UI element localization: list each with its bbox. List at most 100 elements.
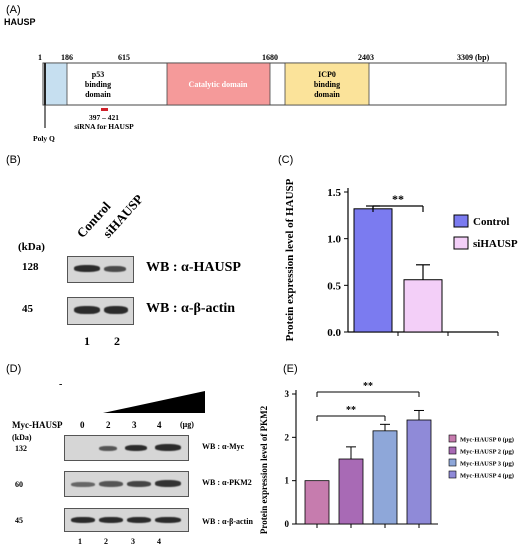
- band-actin-lane2: [104, 306, 128, 314]
- marker-45-b: 45: [22, 303, 33, 315]
- panel-c-label: (C): [278, 154, 294, 166]
- chart-c-legend-label: siHAUSP: [473, 238, 518, 250]
- panel-a-label: (A): [6, 4, 21, 16]
- icp0-label-1: ICP0: [318, 70, 336, 79]
- panel-b-label: (B): [6, 154, 21, 166]
- wb-actin-label: WB : α-β-actin: [146, 301, 236, 316]
- catalytic-domain-label: Catalytic domain: [189, 80, 248, 89]
- lane-d-4: 4: [157, 537, 161, 546]
- chart-e-tick-label: 3: [285, 389, 290, 399]
- chart-c: Protein expression level of HAUSP 0.0 0.5…: [284, 178, 518, 341]
- protein-name: HAUSP: [4, 17, 36, 27]
- dose-wedge: [103, 391, 205, 413]
- chart-c-tick-label: 0.0: [327, 327, 341, 339]
- dose-2: 2: [106, 420, 111, 430]
- band-pkm2-lane1: [71, 482, 95, 487]
- pos-2403: 2403: [358, 53, 374, 62]
- panel-e-label: (E): [283, 363, 298, 375]
- blot-hausp: [67, 256, 134, 283]
- chart-e-legend-label: Myc-HAUSP 0 (μg): [460, 437, 514, 444]
- band-pkm2-lane4: [155, 480, 181, 487]
- blot-actin-d: [64, 508, 189, 532]
- chart-e-bar: [304, 480, 330, 525]
- band-myc-lane3: [125, 445, 147, 451]
- chart-e: Protein expression level of PKM2 0 1 2 3 **…: [259, 381, 514, 534]
- p53-domain-label-3: domain: [85, 90, 111, 99]
- pos-186: 186: [61, 53, 73, 62]
- marker-128: 128: [22, 261, 39, 273]
- pos-3309: 3309 (bp): [457, 53, 490, 62]
- band-actin-lane1: [74, 306, 100, 314]
- chart-e-legend-swatch: [448, 434, 457, 443]
- chart-e-bar: [372, 430, 398, 525]
- chart-e-legend-swatch: [448, 458, 457, 467]
- chart-c-tick-label: 0.5: [327, 280, 341, 292]
- kda-label-d: (kDa): [12, 433, 32, 442]
- wb-actin-d-label: WB : α-β-actin: [202, 517, 253, 526]
- p53-domain-label-1: p53: [92, 70, 104, 79]
- blot-myc: [64, 435, 189, 461]
- icp0-domain: [284, 62, 370, 106]
- kda-label-b: (kDa): [18, 241, 45, 253]
- chart-e-ylabel: Protein expression level of PKM2: [259, 405, 269, 534]
- p53-domain-label-2: binding: [85, 80, 111, 89]
- band-actin-d-lane1: [71, 517, 95, 523]
- chart-e-legend-label: Myc-HAUSP 2 (μg): [460, 449, 514, 456]
- lane-d-1: 1: [78, 537, 82, 546]
- treatment-label: Myc-HAUSP: [12, 420, 63, 430]
- wb-myc-label: WB : α-Myc: [202, 442, 245, 451]
- wb-pkm2-label: WB : α-PKM2: [202, 478, 252, 487]
- band-actin-d-lane2: [99, 517, 123, 523]
- band-hausp-lane1: [74, 265, 100, 272]
- chart-e-bar: [406, 419, 432, 525]
- band-myc-lane2: [99, 446, 117, 451]
- panel-d-label: (D): [6, 363, 22, 375]
- chart-e-bar: [338, 458, 364, 525]
- band-actin-d-lane4: [155, 517, 181, 523]
- chart-c-tick-label: 1.0: [327, 234, 341, 246]
- chart-e-legend-label: Myc-HAUSP 4 (μg): [460, 473, 514, 480]
- blot-pkm2: [64, 471, 189, 497]
- pos-1: 1: [38, 53, 42, 62]
- lane-d-3: 3: [131, 537, 135, 546]
- band-actin-d-lane3: [127, 517, 151, 523]
- lane-number-1: 1: [84, 334, 90, 348]
- polyq-label: Poly Q: [33, 134, 55, 143]
- chart-c-significance: **: [392, 192, 404, 206]
- band-myc-lane4: [155, 444, 181, 451]
- band-pkm2-lane2: [99, 481, 123, 487]
- pos-1680: 1680: [262, 53, 278, 62]
- dose-0: 0: [80, 420, 85, 430]
- marker-132: 132: [15, 444, 27, 453]
- sirna-label: siRNA for HAUSP: [74, 122, 134, 131]
- pos-615: 615: [118, 53, 130, 62]
- chart-c-tick-label: 1.5: [327, 187, 341, 199]
- dose-4: 4: [157, 420, 162, 430]
- chart-c-legend-label: Control: [473, 216, 509, 228]
- chart-c-legend-swatch: [453, 236, 469, 250]
- dose-unit: (μg): [180, 420, 194, 429]
- blot-actin-b: [67, 297, 134, 325]
- chart-e-legend-label: Myc-HAUSP 3 (μg): [460, 461, 514, 468]
- chart-c-legend-swatch: [453, 214, 469, 228]
- chart-e-significance: **: [346, 405, 356, 416]
- sirna-marker: [101, 108, 108, 111]
- icp0-label-2: binding: [314, 80, 340, 89]
- chart-e-tick-label: 0: [285, 519, 290, 529]
- sirna-range: 397 – 421: [89, 113, 119, 122]
- dash-label: -: [59, 379, 63, 390]
- band-hausp-lane2: [104, 266, 126, 272]
- chart-e-tick-label: 2: [285, 432, 290, 442]
- protein-bar: [42, 62, 507, 106]
- chart-c-bar: [353, 208, 393, 333]
- lane-number-2: 2: [114, 334, 120, 348]
- chart-e-legend-swatch: [448, 446, 457, 455]
- lane-d-2: 2: [104, 537, 108, 546]
- chart-e-tick-label: 1: [285, 476, 290, 486]
- polyq-region: [44, 62, 68, 106]
- marker-45-d: 45: [15, 516, 23, 525]
- catalytic-domain: [166, 62, 271, 106]
- dose-3: 3: [132, 420, 137, 430]
- chart-c-bar: [403, 279, 443, 333]
- icp0-label-3: domain: [314, 90, 340, 99]
